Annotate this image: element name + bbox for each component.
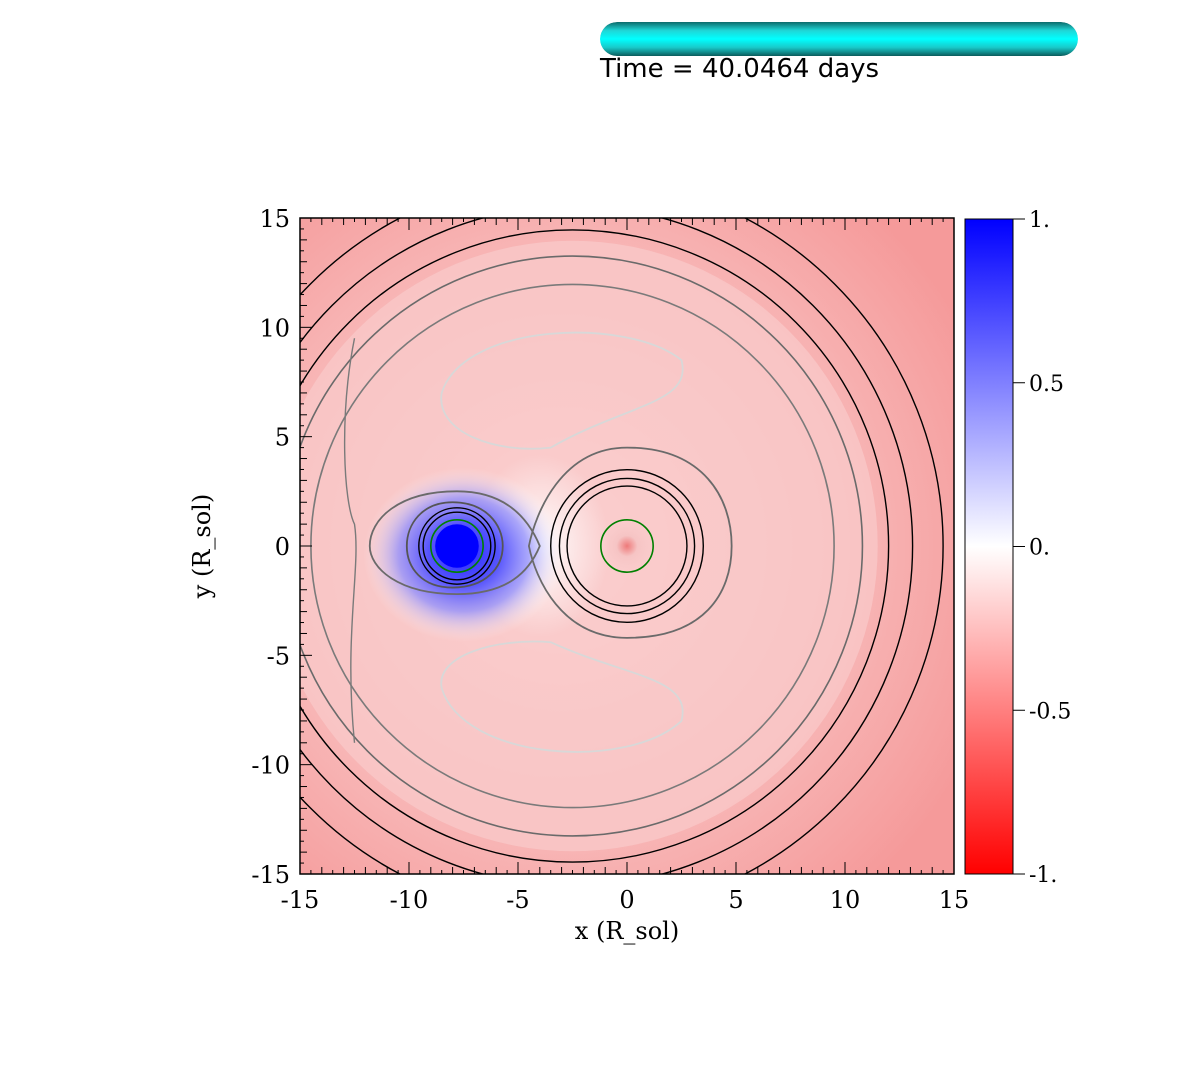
blue-star-core <box>435 524 479 568</box>
green-circle-1 <box>600 519 654 573</box>
envelope-left-contour <box>343 338 357 743</box>
x-tick-label: 0 <box>619 886 634 914</box>
primary-lobe-contour <box>368 490 541 596</box>
y-tick-label: -5 <box>267 642 290 670</box>
secondary-lobe-contour <box>527 446 733 639</box>
l4-lobe-contour <box>440 331 684 450</box>
y-tick-label: 15 <box>259 205 290 233</box>
colorbar-tick-label: -0.5 <box>1029 699 1071 724</box>
green-circle-0 <box>429 519 484 573</box>
y-tick-label: -10 <box>251 752 290 780</box>
time-label: Time = 40.0464 days <box>600 54 880 84</box>
black-contour-3 <box>558 477 696 615</box>
colorbar-tick-label: -1. <box>1029 863 1057 888</box>
colorbar: 1. 0.5 0. -0.5 -1. <box>964 208 1071 888</box>
y-tick-label: 10 <box>259 314 290 342</box>
progress-track <box>600 22 1078 56</box>
black-contour-6 <box>300 218 914 874</box>
x-tick-label: 5 <box>728 886 743 914</box>
colorbar-tick-label: 0.5 <box>1029 372 1064 397</box>
axes: -15 -10 -5 0 5 10 15 -15 -10 -5 0 5 10 15 <box>251 205 969 914</box>
progress-bar <box>600 22 1078 56</box>
black-contour-0 <box>422 511 492 581</box>
black-contour-5 <box>300 229 890 863</box>
primary-inner-contour <box>405 501 504 589</box>
y-tick-label: 0 <box>275 533 290 561</box>
gray-contour-1 <box>300 255 864 837</box>
x-tick-label: -15 <box>281 886 320 914</box>
black-contour-7 <box>300 218 944 874</box>
colorbar-gradient <box>964 218 1014 875</box>
x-axis-label: x (R_sol) <box>575 917 679 945</box>
l5-lobe-contour <box>440 640 684 753</box>
colorbar-tick-label: 0. <box>1029 536 1050 561</box>
x-tick-label: -5 <box>506 886 529 914</box>
x-tick-label: -10 <box>390 886 429 914</box>
contours <box>300 218 944 874</box>
black-contour-1 <box>418 507 496 585</box>
black-contour-4 <box>550 469 705 624</box>
y-tick-label: 5 <box>275 424 290 452</box>
companion-core <box>600 519 654 573</box>
y-axis-label: y (R_sol) <box>188 494 216 599</box>
x-tick-label: 10 <box>830 886 861 914</box>
x-tick-label: 15 <box>939 886 970 914</box>
progress-fill <box>600 22 1078 56</box>
y-tick-label: -15 <box>251 861 290 889</box>
colorbar-tick-label: 1. <box>1029 208 1050 233</box>
black-contour-2 <box>566 485 688 607</box>
